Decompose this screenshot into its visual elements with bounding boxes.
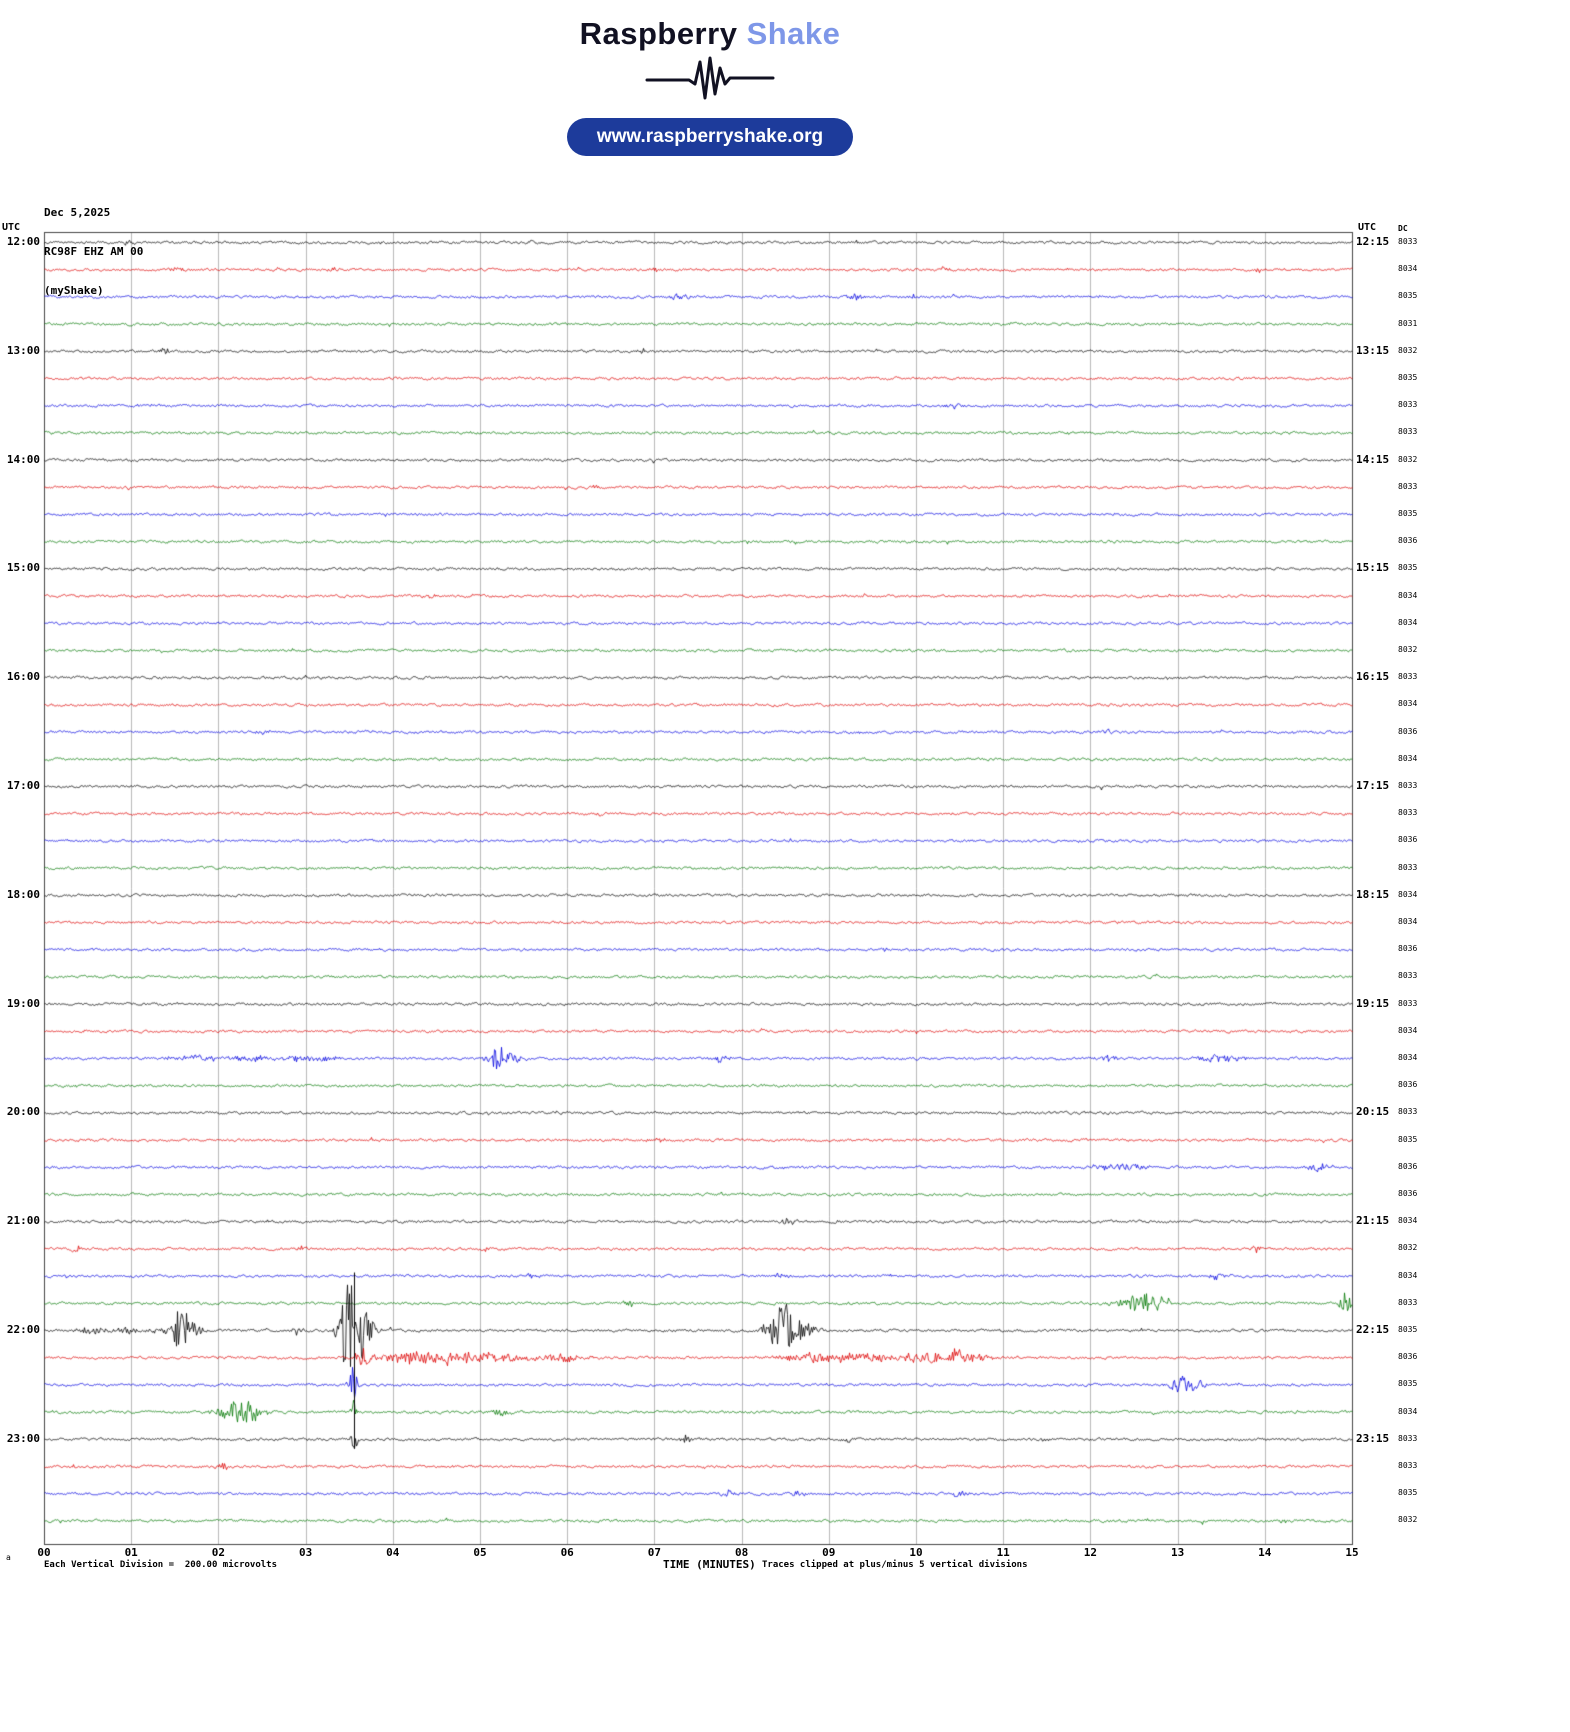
brand-shake-word: Shake: [746, 16, 841, 51]
brand-raspberry: Raspberry: [579, 16, 738, 51]
website-link[interactable]: www.raspberryshake.org: [566, 118, 854, 156]
station-code: RC98F EHZ AM 00: [44, 245, 144, 258]
station-name: (myShake): [44, 284, 104, 297]
header: Raspberry Shake www.raspberryshake.org: [0, 0, 1420, 156]
station-date: Dec 5,2025: [44, 206, 111, 219]
brand-logo: Raspberry Shake: [0, 16, 1420, 52]
brand-shake: [737, 16, 746, 51]
station-info: Dec 5,2025 RC98F EHZ AM 00 (myShake): [44, 180, 143, 323]
waveform-icon: [0, 54, 1420, 106]
